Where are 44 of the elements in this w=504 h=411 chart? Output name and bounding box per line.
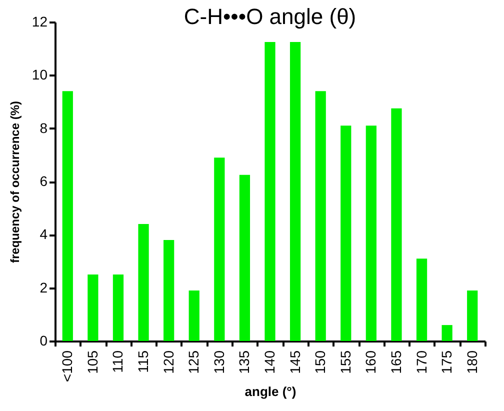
x-tick-label: 120 xyxy=(160,350,176,374)
x-axis-title: angle (°) xyxy=(244,384,296,400)
y-axis-title: frequency of occurrence (%) xyxy=(8,100,22,264)
y-tick-label: 8 xyxy=(40,120,48,136)
bar xyxy=(62,91,73,341)
x-tick-label: 115 xyxy=(135,350,152,373)
x-tick-label: 165 xyxy=(388,350,404,374)
bar xyxy=(264,42,276,341)
x-tick-label: 110 xyxy=(110,350,126,373)
x-tick-label: 145 xyxy=(286,350,303,374)
x-tick-label: 175 xyxy=(438,350,455,374)
bar xyxy=(164,240,174,341)
x-tick-label: 140 xyxy=(262,350,278,374)
x-tick-label: 160 xyxy=(362,350,379,374)
y-tick-label: 0 xyxy=(40,332,48,348)
bar xyxy=(467,290,478,341)
x-tick-label: 170 xyxy=(413,350,430,374)
x-tick-label: 125 xyxy=(186,350,202,374)
bar xyxy=(366,126,376,341)
x-tick-label: 155 xyxy=(337,350,354,374)
y-tick-label: 4 xyxy=(40,226,48,242)
bar xyxy=(214,158,225,341)
bar xyxy=(442,325,452,341)
y-tick-label: 10 xyxy=(32,66,48,83)
y-tick-label: 12 xyxy=(32,14,48,30)
bar xyxy=(88,274,98,341)
x-tick-label: 180 xyxy=(464,350,480,374)
x-tick-label: 105 xyxy=(84,350,100,374)
x-tick-label: 130 xyxy=(210,350,227,374)
bar xyxy=(239,174,250,341)
bar xyxy=(391,108,402,341)
x-tick-label: <100 xyxy=(59,350,76,382)
y-tick-label: 2 xyxy=(40,279,48,296)
bar xyxy=(416,258,428,341)
bar xyxy=(188,290,200,341)
chart-title: C-H•••O angle (θ) xyxy=(184,4,356,29)
bar xyxy=(290,42,301,341)
y-tick-label: 6 xyxy=(40,173,48,189)
bar xyxy=(340,126,352,341)
bar xyxy=(315,91,326,341)
x-tick-label: 150 xyxy=(312,350,328,374)
x-tick-label: 135 xyxy=(236,350,252,374)
bar xyxy=(112,274,124,341)
bar xyxy=(138,224,149,341)
